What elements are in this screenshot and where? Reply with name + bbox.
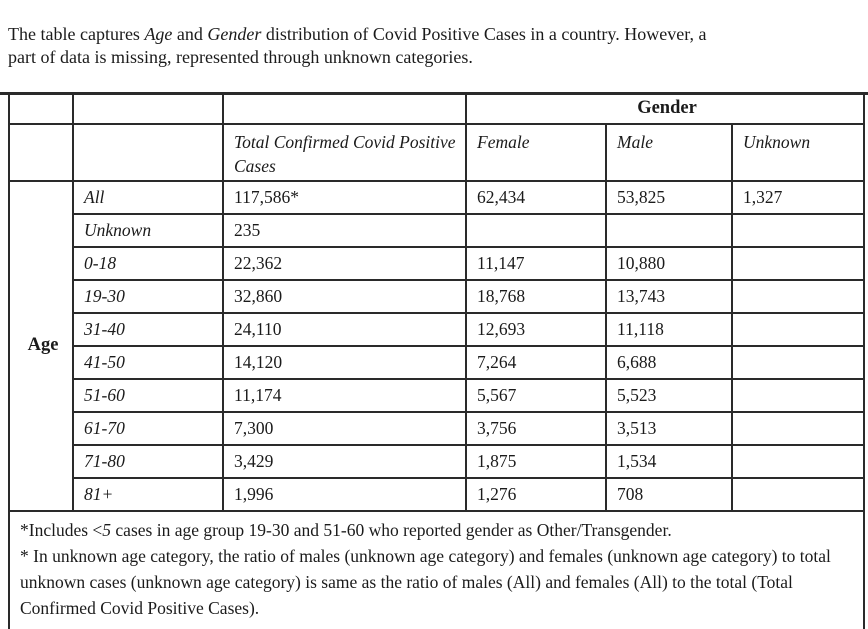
- row-label-cell: 51-60: [72, 377, 224, 413]
- table-row-61-70: 61-70 7,300 3,756 3,513: [9, 410, 866, 446]
- intro-line-2: part of data is missing, represented thr…: [8, 47, 473, 67]
- female-cell: [465, 212, 607, 248]
- gender-group-header: Gender: [464, 92, 866, 125]
- table-row-51-60: 51-60 11,174 5,567 5,523: [9, 377, 866, 413]
- unknown-cell: [730, 410, 866, 446]
- intro-gender-word: Gender: [207, 24, 262, 44]
- corner-cell-3: [222, 92, 467, 125]
- intro-text: and: [172, 24, 208, 44]
- row-label-cell: 41-50: [72, 344, 224, 380]
- male-cell: [605, 212, 733, 248]
- footnote-1: *Includes <5 cases in age group 19-30 an…: [20, 517, 853, 543]
- table-row-19-30: 19-30 32,860 18,768 13,743: [9, 278, 866, 314]
- female-cell: 5,567: [465, 377, 607, 413]
- male-cell: 3,513: [605, 410, 733, 446]
- unknown-cell: [730, 344, 866, 380]
- intro-line-1: The table captures Age and Gender distri…: [8, 23, 866, 46]
- corner-cell-5: [72, 122, 224, 182]
- table-row-71-80: 71-80 3,429 1,875 1,534: [9, 443, 866, 479]
- footnote-1-text: cases in age group 19-30 and 51-60 who r…: [111, 519, 672, 540]
- male-cell: 708: [605, 476, 733, 512]
- age-group-header: Age: [8, 179, 74, 512]
- row-label-cell: Unknown: [72, 212, 224, 248]
- total-cell: 117,586*: [222, 179, 467, 215]
- corner-cell-4: [8, 122, 74, 182]
- table-header-row-1: Gender: [8, 92, 866, 125]
- female-cell: 1,276: [465, 476, 607, 512]
- unknown-cell: 1,327: [730, 179, 866, 215]
- male-cell: 13,743: [605, 278, 733, 314]
- footnotes-cell: *Includes <5 cases in age group 19-30 an…: [7, 509, 866, 629]
- table-row-unknown: Unknown 235: [9, 212, 866, 248]
- male-cell: 10,880: [605, 245, 733, 281]
- table-row-all: Age All 117,586* 62,434 53,825 1,327: [8, 179, 866, 512]
- male-cell: 1,534: [605, 443, 733, 479]
- total-cases-column-header: Total Confirmed Covid Positive Cases: [222, 122, 467, 182]
- female-cell: 3,756: [465, 410, 607, 446]
- footnote-1-text: *Includes <: [20, 519, 103, 540]
- male-cell: 5,523: [605, 377, 733, 413]
- unknown-cell: [730, 245, 866, 281]
- male-column-header: Male: [605, 122, 733, 182]
- row-label-cell: 81+: [72, 476, 224, 512]
- total-cell: 24,110: [222, 311, 467, 347]
- intro-text: The table captures: [8, 24, 145, 44]
- total-cell: 235: [222, 212, 467, 248]
- male-cell: 53,825: [605, 179, 733, 215]
- table-row-41-50: 41-50 14,120 7,264 6,688: [9, 344, 866, 380]
- corner-cell-1: [8, 92, 74, 125]
- total-cell: 7,300: [222, 410, 467, 446]
- total-cell: 3,429: [222, 443, 467, 479]
- unknown-cell: [730, 443, 866, 479]
- footnote-1-italic: 5: [102, 519, 112, 540]
- footnotes-row: *Includes <5 cases in age group 19-30 an…: [7, 509, 866, 629]
- unknown-cell: [730, 212, 866, 248]
- footnote-2: * In unknown age category, the ratio of …: [20, 545, 831, 618]
- row-label-cell: 31-40: [72, 311, 224, 347]
- total-cell: 11,174: [222, 377, 467, 413]
- total-cell: 22,362: [222, 245, 467, 281]
- female-column-header: Female: [465, 122, 607, 182]
- intro-age-word: Age: [144, 24, 173, 44]
- row-label-cell: 61-70: [72, 410, 224, 446]
- unknown-cell: [730, 311, 866, 347]
- intro-text: distribution of Covid Positive Cases in …: [261, 24, 707, 44]
- corner-cell-2: [72, 92, 224, 125]
- unknown-cell: [730, 476, 866, 512]
- female-cell: 11,147: [465, 245, 607, 281]
- female-cell: 7,264: [465, 344, 607, 380]
- table-row-0-18: 0-18 22,362 11,147 10,880: [9, 245, 866, 281]
- row-label-cell: 71-80: [72, 443, 224, 479]
- male-cell: 6,688: [605, 344, 733, 380]
- total-cell: 32,860: [222, 278, 467, 314]
- unknown-column-header: Unknown: [730, 122, 866, 182]
- female-cell: 18,768: [465, 278, 607, 314]
- intro-paragraph: The table captures Age and Gender distri…: [8, 23, 866, 69]
- female-cell: 62,434: [465, 179, 607, 215]
- male-cell: 11,118: [605, 311, 733, 347]
- row-label-cell: 19-30: [72, 278, 224, 314]
- unknown-cell: [730, 278, 866, 314]
- row-label-cell: All: [72, 179, 224, 215]
- table-header-row-2: Total Confirmed Covid Positive Cases Fem…: [8, 122, 866, 182]
- female-cell: 12,693: [465, 311, 607, 347]
- table-row-81plus: 81+ 1,996 1,276 708: [9, 476, 866, 512]
- total-cell: 14,120: [222, 344, 467, 380]
- female-cell: 1,875: [465, 443, 607, 479]
- row-label-cell: 0-18: [72, 245, 224, 281]
- unknown-cell: [730, 377, 866, 413]
- covid-cases-table: Gender Total Confirmed Covid Positive Ca…: [7, 92, 866, 629]
- total-cell: 1,996: [222, 476, 467, 512]
- table-row-31-40: 31-40 24,110 12,693 11,118: [9, 311, 866, 347]
